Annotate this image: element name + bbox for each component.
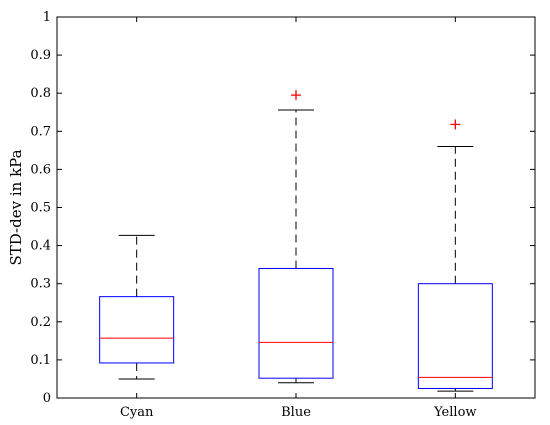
y-tick-label: 0.4 xyxy=(30,239,51,254)
plot-frame xyxy=(56,16,536,399)
x-tick-label: Cyan xyxy=(120,405,154,420)
y-tick-label: 0.2 xyxy=(30,315,51,330)
y-tick-label: 0.3 xyxy=(30,277,51,292)
y-tick-label: 0.6 xyxy=(30,162,51,177)
box-yellow xyxy=(417,283,493,389)
y-tick-label: 0.1 xyxy=(30,353,51,368)
x-tick-label: Yellow xyxy=(433,405,476,420)
y-tick-label: 0.9 xyxy=(30,48,51,63)
y-axis-label: STD-dev in kPa xyxy=(7,149,25,265)
y-tick-label: 0.5 xyxy=(30,201,51,216)
box-cyan xyxy=(99,296,175,364)
y-tick-label: 0.7 xyxy=(30,124,51,139)
y-tick-label: 0.8 xyxy=(30,86,51,101)
box-blue xyxy=(258,267,334,379)
y-tick-label: 1 xyxy=(43,10,51,25)
chart-marks: 0 0.1 0.2 0.3 0.4 0.5 0.6 0.7 0.8 0.9 1 Cyan Blue Yel… xyxy=(30,10,535,420)
y-tick-label: 0 xyxy=(43,391,51,406)
x-tick-label: Blue xyxy=(281,405,311,420)
